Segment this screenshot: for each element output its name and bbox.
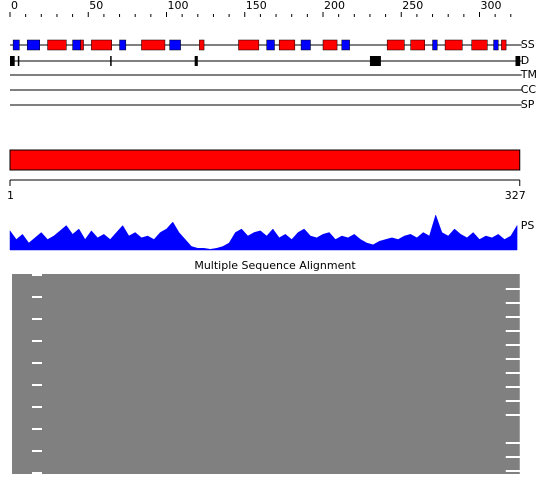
ruler-label: 100 — [168, 0, 189, 12]
helix — [444, 39, 463, 51]
alignment-title: Multiple Sequence Alignment — [194, 259, 356, 272]
sequence-start-label: 1 — [7, 189, 14, 202]
strand — [119, 39, 127, 51]
strand — [72, 39, 81, 51]
helix — [238, 39, 260, 51]
disorder-region — [17, 56, 20, 66]
helix — [80, 39, 84, 51]
strand — [266, 39, 275, 51]
track-label: SS — [521, 38, 535, 51]
strand — [300, 39, 311, 51]
helix — [471, 39, 488, 51]
disorder-region — [194, 56, 198, 66]
disorder-region — [515, 56, 521, 66]
helix — [386, 39, 405, 51]
disorder-region — [369, 56, 381, 66]
strand — [432, 39, 438, 51]
ruler-label: 150 — [246, 0, 267, 12]
ruler-label: 50 — [89, 0, 103, 12]
helix — [199, 39, 205, 51]
helix — [410, 39, 425, 51]
helix — [91, 39, 112, 51]
profile-label: PS — [521, 219, 535, 232]
sequence-bar — [9, 149, 521, 171]
sequence-length-label: 327 — [505, 189, 526, 202]
helix — [278, 39, 296, 51]
strand — [26, 39, 40, 51]
disorder-region — [10, 56, 15, 66]
helix — [501, 39, 507, 51]
strand — [12, 39, 20, 51]
helix — [322, 39, 338, 51]
track-label: TM — [520, 68, 537, 81]
helix — [141, 39, 166, 51]
track-label: D — [521, 54, 529, 67]
ruler-label: 300 — [481, 0, 502, 12]
disorder-region — [110, 56, 112, 66]
strand — [169, 39, 181, 51]
helix — [47, 39, 67, 51]
track-label: SP — [521, 98, 535, 111]
strand — [341, 39, 350, 51]
strand — [493, 39, 499, 51]
ruler-label: 200 — [324, 0, 345, 12]
ruler-label: 250 — [402, 0, 423, 12]
ruler-label: 0 — [11, 0, 18, 12]
track-label: CC — [521, 83, 537, 96]
profile-area — [9, 214, 518, 251]
